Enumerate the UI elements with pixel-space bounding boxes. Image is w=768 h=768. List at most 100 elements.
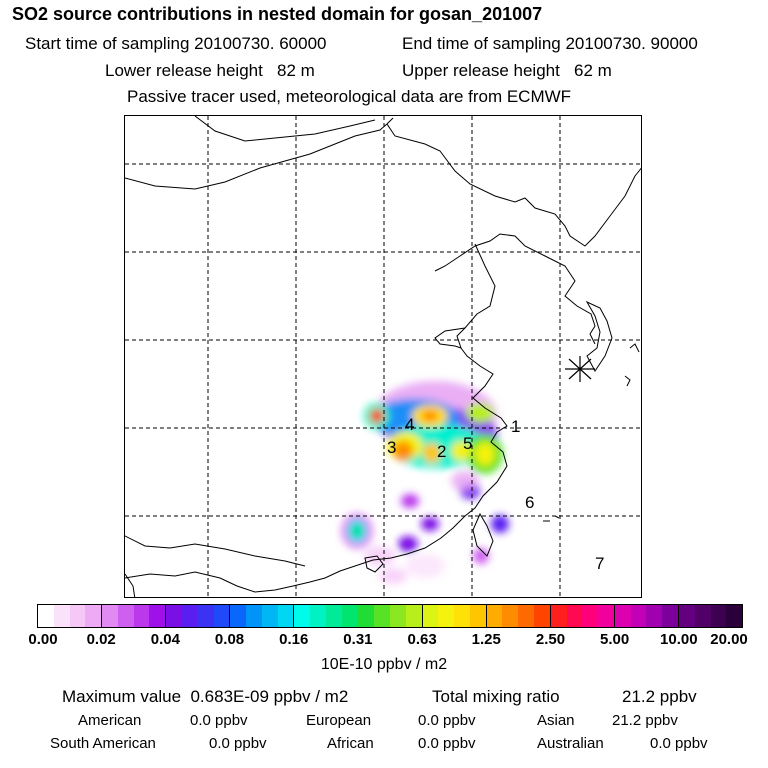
colorbar-tick-label: 20.00 [710,631,748,648]
colorbar-swatch [405,605,422,627]
colorbar-swatch [85,605,102,627]
map-panel: 1 2 3 4 5 6 7 [124,115,642,598]
colorbar-segment [678,605,743,627]
region-label-4: 4 [405,415,415,434]
colorbar-swatch [614,605,631,627]
colorbar-swatch [261,605,278,627]
colorbar-tick-label: 1.25 [471,631,501,648]
upper-release-height: Upper release height 62 m [402,61,612,80]
colorbar [37,604,743,628]
colorbar-segment [38,605,103,627]
colorbar-swatch [518,605,534,627]
region-label-7: 7 [595,554,605,573]
end-time: End time of sampling 20100730. 90000 [402,34,698,53]
colorbar-swatch [277,605,294,627]
lower-release-height: Lower release height 82 m [105,61,315,80]
colorbar-units: 10E-10 ppbv / m2 [320,656,448,673]
colorbar-segment [550,605,615,627]
colorbar-tick-label: 10.00 [660,631,698,648]
coastlines [125,116,641,597]
south-american-value: 0.0 ppbv [209,735,267,752]
american-value: 0.0 ppbv [190,712,248,729]
colorbar-swatch [454,605,470,627]
colorbar-swatch [133,605,150,627]
australian-label: Australian [537,735,604,752]
region-label-3: 3 [387,438,397,457]
colorbar-segment [422,605,487,627]
colorbar-swatch [230,605,247,627]
colorbar-swatch [486,605,503,627]
colorbar-swatch [662,605,678,627]
australian-value: 0.0 ppbv [650,735,708,752]
colorbar-swatch [438,605,455,627]
colorbar-tick-label: 0.16 [279,631,309,648]
colorbar-swatch [69,605,86,627]
colorbar-tick-label: 0.00 [28,631,58,648]
colorbar-segment [102,605,167,627]
colorbar-swatch [358,605,375,627]
colorbar-swatch [38,605,54,627]
european-label: European [306,712,372,729]
colorbar-tick-label: 0.04 [150,631,180,648]
colorbar-tick-label: 0.08 [214,631,245,648]
colorbar-swatch [213,605,230,627]
colorbar-swatch [694,605,711,627]
colorbar-swatch [550,605,567,627]
asian-label: Asian [537,712,575,729]
colorbar-swatch [390,605,406,627]
colorbar-swatch [469,605,486,627]
colorbar-tick-label: 0.02 [86,631,116,648]
asian-value: 21.2 ppbv [612,712,678,729]
colorbar-segment [614,605,679,627]
colorbar-swatch [53,605,70,627]
colorbar-swatch [630,605,647,627]
colorbar-tick-label: 2.50 [535,631,566,648]
receptor-star [565,356,595,382]
colorbar-swatch [117,605,134,627]
colorbar-swatch [422,605,439,627]
colorbar-swatch [582,605,599,627]
colorbar-swatch [534,605,550,627]
colorbar-segment [230,605,295,627]
colorbar-swatch [566,605,583,627]
max-value: Maximum value 0.683E-09 ppbv / m2 [62,687,349,706]
region-label-5: 5 [463,434,473,453]
colorbar-tick-label: 0.31 [343,631,373,648]
american-label: American [78,712,142,729]
start-time: Start time of sampling 20100730. 60000 [25,34,327,53]
colorbar-swatch [325,605,342,627]
region-label-2: 2 [437,442,447,461]
colorbar-segment [294,605,359,627]
colorbar-swatch [341,605,358,627]
european-value: 0.0 ppbv [418,712,476,729]
region-label-1: 1 [511,417,521,436]
colorbar-swatch [310,605,326,627]
colorbar-swatch [149,605,166,627]
colorbar-tick-label: 0.63 [407,631,437,648]
concentration-field [341,381,509,584]
colorbar-swatch [102,605,118,627]
colorbar-swatch [646,605,663,627]
colorbar-segment [166,605,231,627]
total-mixing-value: 21.2 ppbv [622,687,697,706]
colorbar-swatch [710,605,727,627]
colorbar-tick-label: 5.00 [600,631,630,648]
colorbar-swatch [726,605,743,627]
colorbar-swatch [246,605,262,627]
total-mixing-label: Total mixing ratio [432,687,560,706]
colorbar-swatch [181,605,198,627]
colorbar-swatch [678,605,695,627]
colorbar-swatch [502,605,519,627]
colorbar-segment [358,605,423,627]
tracer-note: Passive tracer used, meteorological data… [127,87,572,106]
grid-lines [125,116,641,597]
colorbar-swatch [374,605,391,627]
south-american-label: South American [50,735,156,752]
african-label: African [327,735,374,752]
plot-title: SO2 source contributions in nested domai… [12,4,543,24]
map-canvas [125,116,641,597]
region-label-6: 6 [525,493,535,512]
colorbar-swatch [294,605,311,627]
colorbar-swatch [598,605,614,627]
colorbar-swatch [166,605,182,627]
